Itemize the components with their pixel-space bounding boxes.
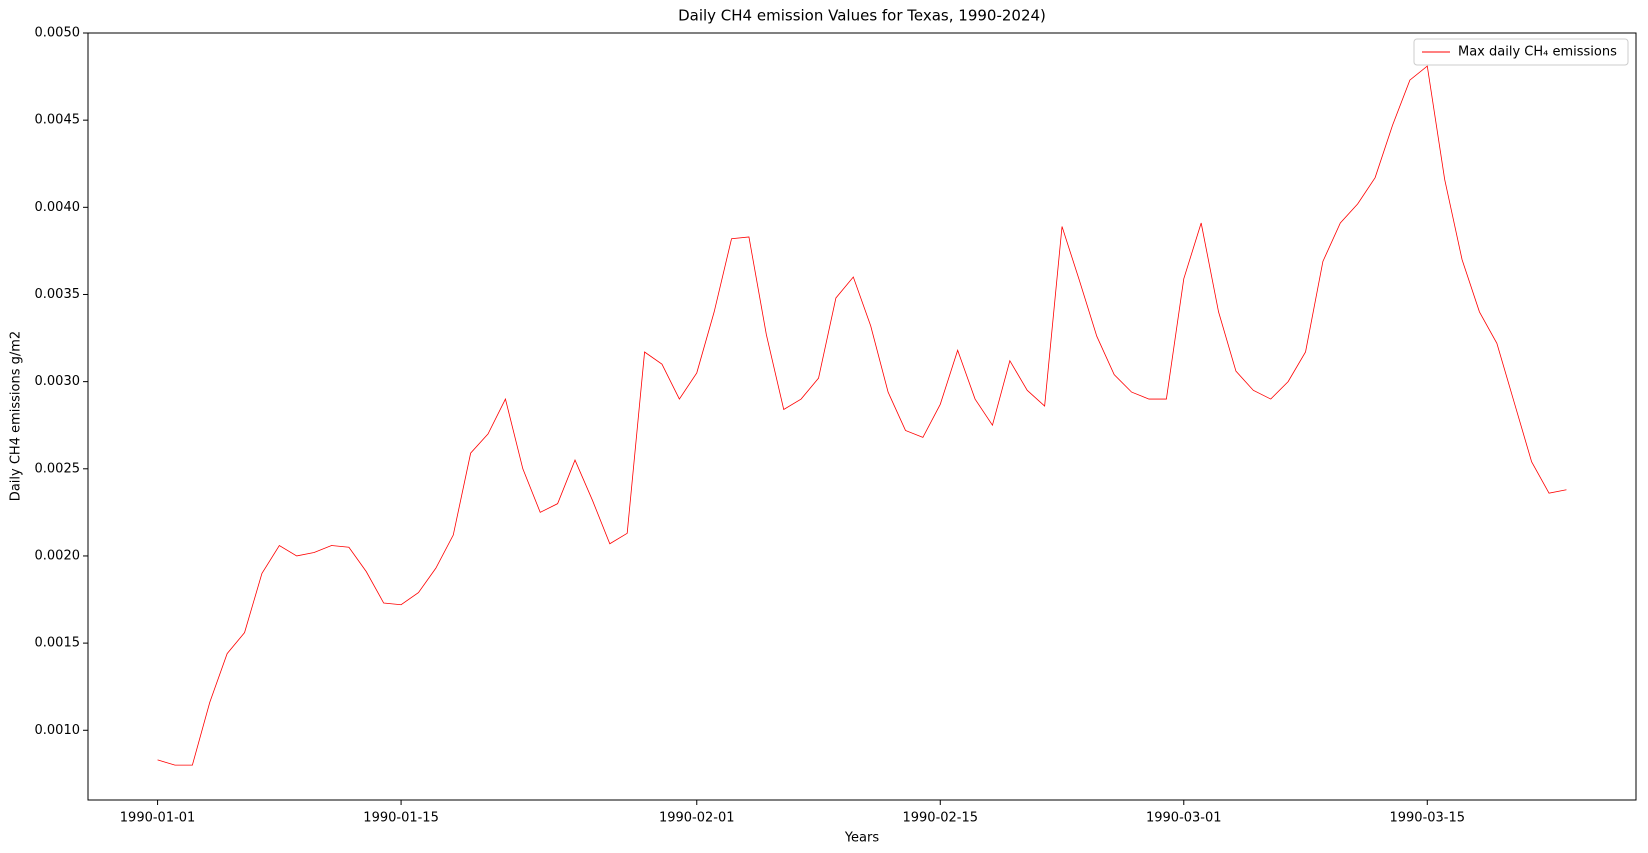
y-tick-label: 0.0020	[35, 548, 81, 563]
x-axis-label: Years	[844, 831, 880, 846]
x-tick-label: 1990-02-15	[902, 811, 978, 826]
y-tick-label: 0.0030	[35, 374, 81, 389]
plot-frame	[87, 32, 1637, 801]
y-tick-label: 0.0045	[35, 113, 81, 128]
y-tick-label: 0.0025	[35, 461, 81, 476]
x-tick-label: 1990-03-01	[1146, 811, 1222, 826]
y-tick-label: 0.0010	[35, 723, 81, 738]
y-tick-label: 0.0040	[35, 200, 81, 215]
y-tick-label: 0.0035	[35, 287, 81, 302]
x-tick-label: 1990-03-15	[1389, 811, 1465, 826]
legend-box	[1413, 38, 1629, 66]
data-line	[157, 65, 1567, 766]
y-tick-label: 0.0050	[35, 26, 81, 41]
x-tick-label: 1990-01-01	[120, 811, 196, 826]
y-axis-label: Daily CH4 emissions g/m2	[9, 331, 24, 501]
chart-title: Daily CH4 emission Values for Texas, 199…	[678, 7, 1046, 25]
x-tick-label: 1990-01-15	[363, 811, 439, 826]
x-tick-label: 1990-02-01	[659, 811, 735, 826]
legend-label: Max daily CH₄ emissions	[1458, 45, 1617, 60]
y-tick-label: 0.0015	[35, 636, 81, 651]
